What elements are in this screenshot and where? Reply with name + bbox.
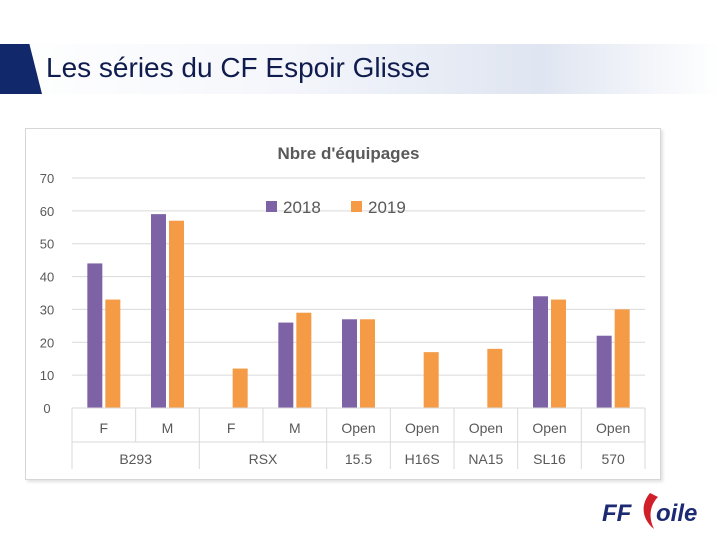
bar-2018: [596, 335, 612, 408]
legend-swatch-2018: [266, 201, 277, 212]
bar-2019: [487, 348, 503, 408]
y-tick-label: 20: [40, 335, 54, 350]
bar-2019: [360, 319, 375, 408]
bar-chart: Nbre d'équipages 0 10 20 30 40 50 60 70 2018 2019 F…: [40, 144, 646, 469]
bar-2019: [551, 299, 566, 408]
x-tick-label: Open: [596, 420, 630, 436]
group-label: B293: [119, 451, 152, 467]
y-tick-label: 10: [40, 368, 54, 383]
x-tick-label: M: [162, 420, 174, 436]
ffvoile-logo: FF oile: [602, 493, 697, 529]
group-label: 570: [601, 451, 625, 467]
bar-2019: [423, 352, 439, 408]
group-label: SL16: [533, 451, 566, 467]
chart-title: Nbre d'équipages: [278, 144, 420, 163]
bar-2019: [614, 309, 630, 408]
x-tick-label: Open: [532, 420, 566, 436]
y-tick-label: 60: [40, 204, 54, 219]
legend-label-2019: 2019: [368, 198, 406, 217]
bar-2019: [169, 220, 184, 408]
logo-text-ff: FF: [602, 500, 633, 527]
y-tick-label: 70: [40, 171, 54, 186]
x-tick-label: M: [289, 420, 301, 436]
legend-label-2018: 2018: [283, 198, 321, 217]
y-tick-label: 40: [40, 270, 54, 285]
chart-frame: Nbre d'équipages 0 10 20 30 40 50 60 70 2018 2019 F…: [25, 128, 661, 480]
group-label: 15.5: [345, 451, 372, 467]
slide-title: Les séries du CF Espoir Glisse: [46, 52, 431, 83]
bar-2018: [151, 214, 166, 408]
y-tick-label: 50: [40, 237, 54, 252]
x-tick-label: F: [100, 420, 109, 436]
bar-2018: [278, 322, 294, 408]
logo-text-voile: oile: [656, 500, 697, 527]
group-label: NA15: [468, 451, 503, 467]
y-tick-label: 0: [43, 401, 50, 416]
bar-2019: [296, 312, 312, 408]
x-tick-label: Open: [405, 420, 439, 436]
group-label: H16S: [405, 451, 440, 467]
bar-2018: [342, 319, 357, 408]
x-tick-label: Open: [469, 420, 503, 436]
bar-2018: [533, 296, 548, 408]
legend-swatch-2019: [351, 201, 362, 212]
x-tick-label: Open: [341, 420, 375, 436]
sail-icon: [643, 493, 658, 529]
title-bar: [0, 44, 720, 94]
y-tick-label: 30: [40, 302, 54, 317]
bar-2019: [105, 299, 121, 408]
bar-2018: [87, 263, 103, 408]
group-label: RSX: [249, 451, 278, 467]
bar-2019: [232, 368, 248, 408]
x-tick-label: F: [227, 420, 236, 436]
